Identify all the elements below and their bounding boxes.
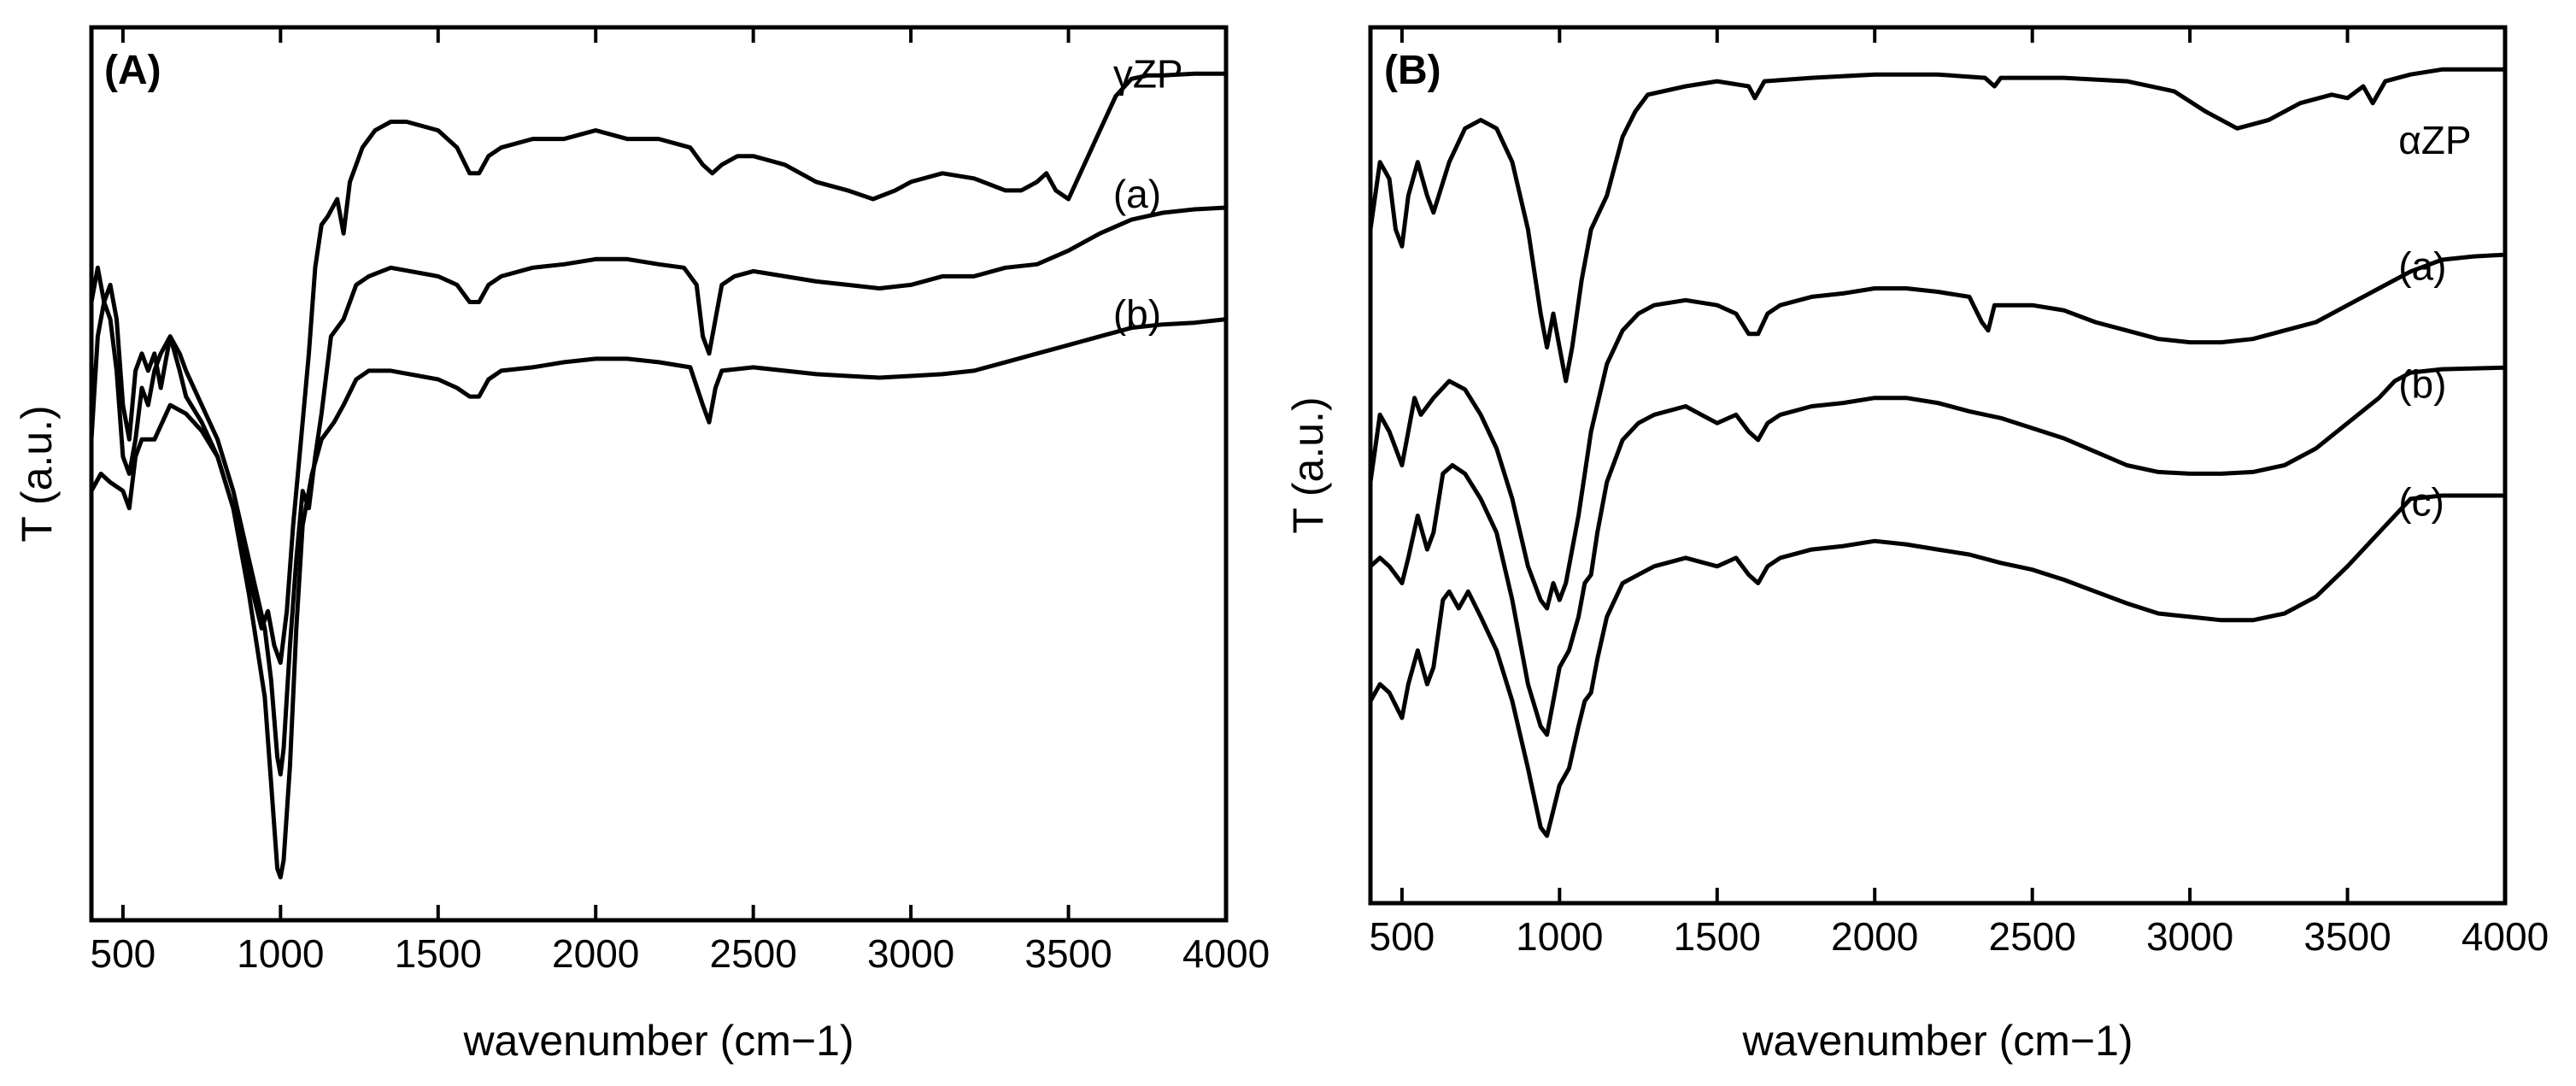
x-tick-label-a-2500: 2500 [709,931,796,976]
x-axis-title-b: wavenumber (cm−1) [1741,1017,2133,1065]
series-label-b-1: (a) [2398,244,2446,289]
x-tick-label-a-500: 500 [91,931,156,976]
x-tick-label-b-2500: 2500 [1988,914,2075,959]
panel-label-b: (B) [1384,48,1441,93]
series-label-a-1: (a) [1113,172,1161,216]
spectrum-line-b-0 [1368,67,2508,384]
x-tick-label-a-3000: 3000 [867,931,954,976]
x-tick-label-a-1000: 1000 [237,931,324,976]
spectrum-line-a-0 [89,71,1229,666]
x-tick-label-b-4000: 4000 [2462,914,2549,959]
spectrum-line-b-1 [1368,252,2508,611]
x-tick-label-b-1000: 1000 [1516,914,1603,959]
plot-frame-a [89,25,1229,923]
spectrum-line-a-2 [89,317,1229,880]
spectrum-line-b-3 [1368,493,2508,838]
x-tick-label-a-2000: 2000 [552,931,639,976]
x-tick-label-a-3500: 3500 [1024,931,1112,976]
spectrum-line-b-2 [1368,365,2508,737]
y-axis-title-b: T (a.u.) [1284,396,1332,533]
x-axis-title-a: wavenumber (cm−1) [462,1017,854,1065]
series-label-a-2: (b) [1113,292,1161,337]
panel-a: 500 1000 1500 2000 2500 3000 3500 4000 wavenumbe… [13,25,1270,1065]
y-axis-title-a: T (a.u.) [13,405,61,542]
x-tick-label-b-500: 500 [1370,914,1435,959]
series-label-a-0: γZP [1113,51,1183,96]
plot-frame-b [1368,25,2508,906]
panel-label-a: (A) [104,48,161,93]
x-tick-label-b-2000: 2000 [1831,914,1918,959]
panel-b: 500 1000 1500 2000 2500 3000 3500 4000 wavenumbe… [1284,25,2549,1065]
x-tick-label-a-1500: 1500 [395,931,482,976]
x-tick-label-b-1500: 1500 [1674,914,1761,959]
series-label-b-3: (c) [2398,480,2444,525]
x-tick-label-b-3000: 3000 [2146,914,2233,959]
spectrum-line-a-1 [89,205,1229,777]
series-label-b-0: αZP [2398,118,2471,162]
x-tick-label-a-4000: 4000 [1182,931,1270,976]
series-label-b-2: (b) [2398,362,2446,407]
x-tick-label-b-3500: 3500 [2303,914,2391,959]
